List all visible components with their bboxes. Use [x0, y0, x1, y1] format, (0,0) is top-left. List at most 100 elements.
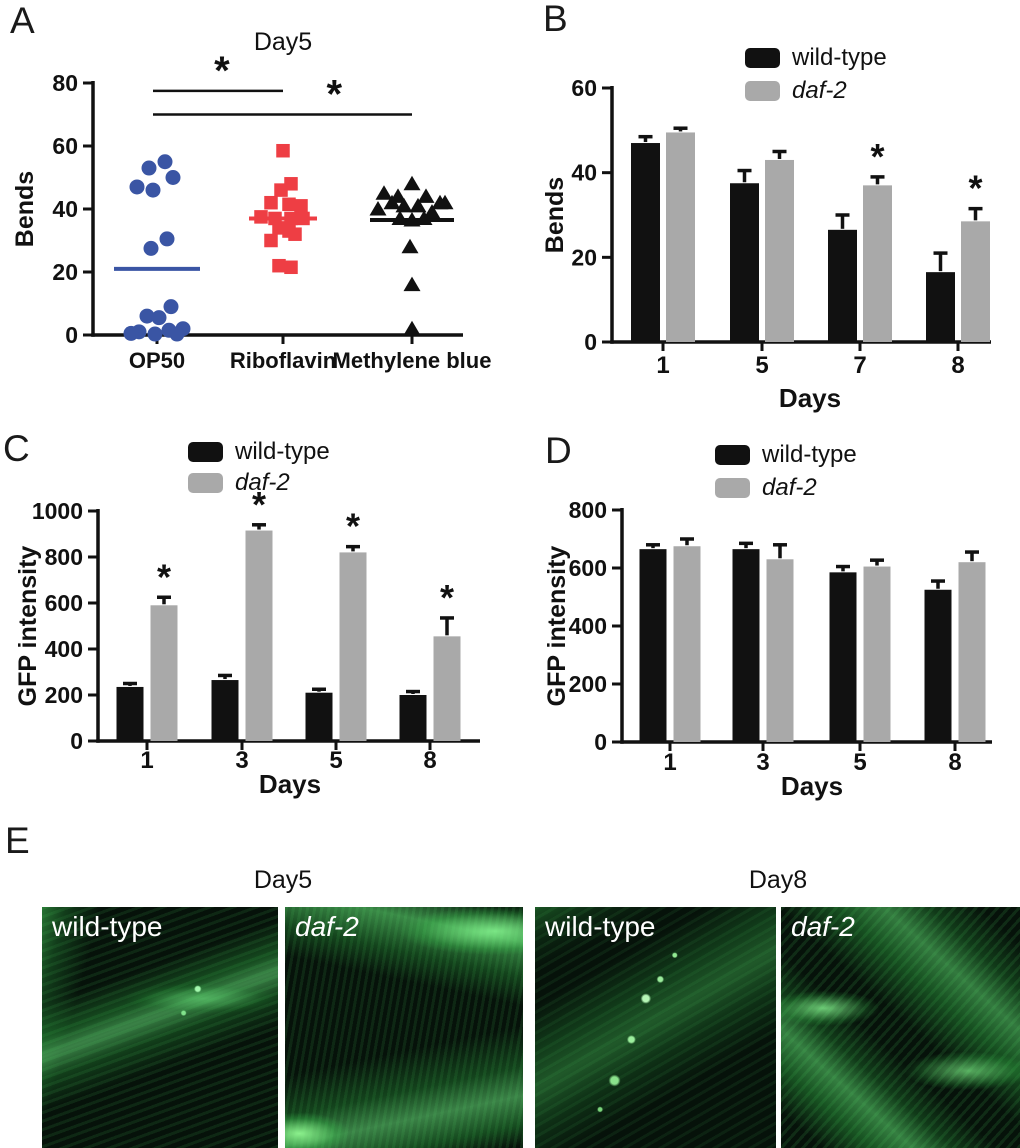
scatter-point: [147, 326, 163, 342]
bar: [765, 159, 794, 342]
scatter-point: [123, 325, 139, 341]
scatter-point: [401, 238, 419, 254]
x-tick-label: 5: [329, 747, 342, 774]
panel-a-letter: A: [10, 0, 35, 41]
bar: [116, 686, 144, 741]
x-axis-title: Days: [259, 769, 321, 799]
y-tick-label: 0: [70, 728, 83, 754]
panel-c: C 0 200 400 600 800 1000 GFP intensity 1 3 5 8 Days…: [0, 420, 510, 820]
micrograph-day8-daf-2: daf-2: [781, 907, 1020, 1148]
legend-swatch: [188, 473, 223, 493]
y-tick-label: 0: [65, 322, 78, 348]
legend-label: daf-2: [235, 469, 290, 496]
bar-series-wild-type: [639, 541, 952, 742]
scatter-point: [276, 143, 290, 158]
scatter-point: [383, 194, 401, 210]
y-axis-title: Bends: [541, 177, 569, 253]
panel-e-title-day8: Day8: [748, 866, 808, 894]
scatter-point: [403, 320, 421, 336]
x-tick-label: 8: [951, 352, 964, 379]
x-tick-label: Riboflavin: [230, 348, 336, 373]
legend-swatch: [715, 445, 750, 465]
bar: [631, 143, 660, 342]
x-tick-label: 3: [756, 749, 769, 776]
y-axis: 0 200 400 600 800 GFP intensity: [543, 497, 624, 755]
panel-e-letter: E: [5, 820, 30, 861]
bar: [211, 680, 239, 741]
scatter-point: [294, 199, 308, 213]
scatter-point: [254, 210, 268, 224]
scatter-point: [369, 201, 387, 216]
bar: [863, 185, 892, 342]
y-axis-title: GFP intensity: [14, 546, 42, 707]
scatter-point: [139, 308, 155, 324]
scatter-point: [288, 227, 302, 241]
y-tick-label: 40: [571, 160, 597, 186]
y-axis-title: GFP intensity: [543, 546, 571, 707]
legend-swatch: [715, 478, 750, 498]
legend-label: daf-2: [792, 77, 847, 104]
scatter-point: [395, 197, 413, 213]
panel-b-letter: B: [543, 0, 568, 39]
scatter-point: [296, 211, 310, 226]
significance-bar: *: [153, 73, 412, 117]
legend-swatch: [745, 81, 780, 101]
micrograph-day8-wild-type: wild-type: [535, 907, 776, 1148]
scatter-point: [151, 310, 167, 326]
panel-e-title-day5: Day5: [253, 866, 313, 894]
x-tick-label: 1: [656, 352, 669, 379]
panel-e: E Day5 Day8 wild-type daf-2 wild-type da…: [0, 820, 1020, 1148]
x-tick-label: 3: [235, 747, 248, 774]
y-tick-label: 0: [584, 329, 597, 355]
y-tick-label: 0: [594, 729, 607, 755]
significance-asterisk: *: [157, 556, 171, 597]
y-tick-label: 800: [45, 544, 83, 570]
y-tick-label: 200: [569, 671, 607, 697]
significance-asterisk: *: [214, 49, 230, 93]
legend: wild-type daf-2: [715, 441, 857, 501]
bar: [150, 605, 178, 741]
legend-label: daf-2: [762, 474, 817, 501]
panel-c-letter: C: [3, 428, 30, 469]
y-tick-label: 800: [569, 497, 607, 523]
scatter-point: [264, 233, 278, 248]
bar-series-daf-2: **: [666, 126, 990, 342]
scatter-point: [409, 197, 427, 213]
y-tick-label: 60: [52, 133, 78, 159]
x-tick-label: 1: [663, 749, 676, 776]
scatter-point: [282, 197, 296, 212]
panel-a: A 0 20 40 60 80 Bends Day5 OP50 Riboflavin Methyl…: [0, 0, 510, 420]
bar: [666, 132, 695, 342]
scatter-point: [145, 182, 161, 198]
x-tick-label: OP50: [129, 348, 185, 373]
scatter-point: [403, 276, 421, 292]
y-axis: 0 20 40 60 Bends: [541, 75, 614, 355]
scatter-point: [417, 188, 435, 203]
legend-swatch: [745, 48, 780, 68]
scatter-point: [415, 210, 433, 225]
bar-series-daf-2: [673, 537, 986, 742]
y-tick-label: 40: [52, 196, 78, 222]
micrograph-label: wild-type: [52, 911, 163, 942]
scatter-point: [159, 231, 175, 247]
bar: [399, 695, 427, 741]
panel-d-bar-chart: 0 200 400 600 800 GFP intensity 1 3 5 8 Days wild-t…: [543, 441, 992, 801]
scatter-point: [391, 210, 409, 225]
bar: [433, 636, 461, 741]
scatter-point: [169, 326, 185, 342]
x-tick-label: Methylene blue: [333, 348, 492, 373]
y-axis-title: Bends: [11, 171, 39, 247]
chart-title: Day5: [254, 28, 312, 56]
significance-asterisk: *: [870, 136, 884, 177]
x-axis-title: Days: [781, 771, 843, 801]
bar: [245, 530, 273, 741]
scatter-point: [143, 240, 159, 256]
bar: [961, 221, 990, 342]
scatter-point: [141, 160, 157, 176]
panel-b: B 0 20 40 60 Bends 1 5 7 8 Days * * wild-type daf-2: [510, 0, 1020, 420]
scatter-group-methylene-blue: Methylene blue: [333, 175, 492, 373]
legend: wild-type daf-2: [188, 438, 330, 496]
panel-d: D 0 200 400 600 800 GFP intensity 1 3 5 8 Days wild…: [510, 420, 1020, 820]
